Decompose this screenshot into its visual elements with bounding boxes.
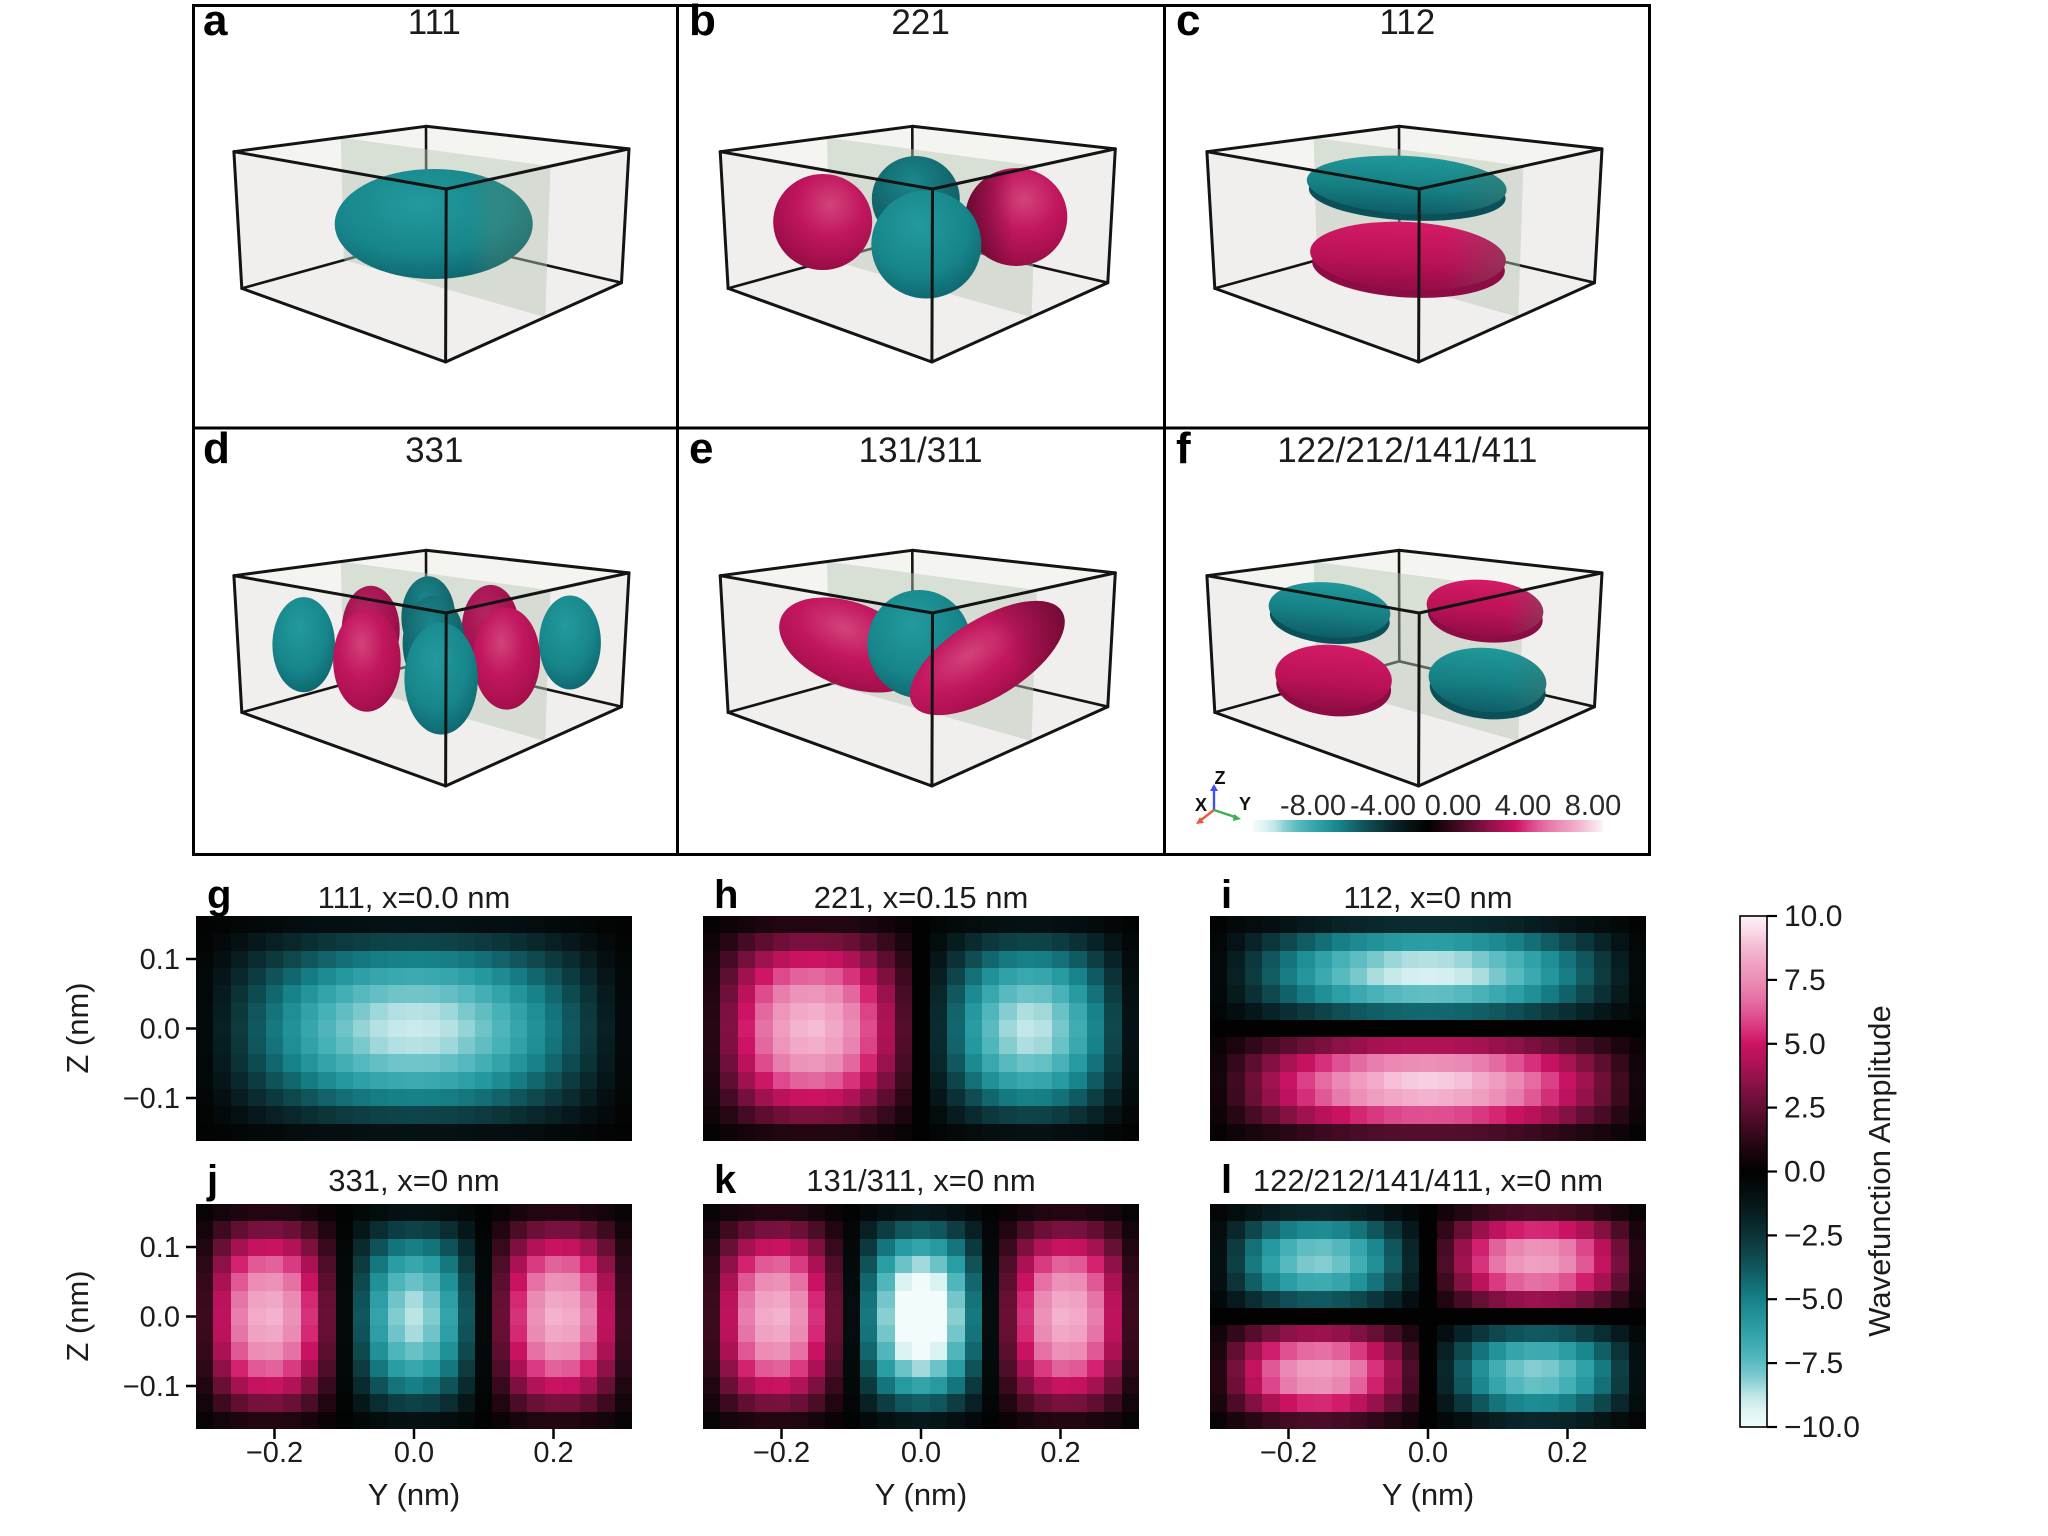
svg-text:Y (nm): Y (nm) — [1382, 1477, 1474, 1512]
svg-text:131/311, x=0 nm: 131/311, x=0 nm — [806, 1163, 1036, 1198]
svg-text:0.00: 0.00 — [1425, 790, 1481, 822]
svg-text:i: i — [1221, 873, 1232, 917]
svg-text:0.2: 0.2 — [1040, 1437, 1080, 1469]
svg-text:X: X — [1195, 795, 1207, 815]
svg-text:Y (nm): Y (nm) — [368, 1477, 460, 1512]
svg-text:-4.00: -4.00 — [1350, 790, 1416, 822]
svg-text:−5.0: −5.0 — [1784, 1283, 1843, 1316]
svg-text:0.0: 0.0 — [140, 1014, 180, 1046]
svg-text:−0.1: −0.1 — [123, 1371, 180, 1403]
svg-text:10.0: 10.0 — [1784, 900, 1842, 933]
svg-text:Y: Y — [1239, 794, 1251, 814]
svg-text:331, x=0 nm: 331, x=0 nm — [328, 1163, 499, 1198]
svg-text:0.0: 0.0 — [394, 1437, 434, 1469]
svg-text:7.5: 7.5 — [1784, 964, 1826, 997]
svg-text:l: l — [1221, 1158, 1232, 1202]
svg-text:−0.2: −0.2 — [1260, 1437, 1317, 1469]
svg-text:Z (nm): Z (nm) — [60, 1270, 95, 1361]
svg-text:−10.0: −10.0 — [1784, 1411, 1860, 1444]
svg-text:221: 221 — [891, 3, 949, 42]
svg-text:0.0: 0.0 — [1408, 1437, 1448, 1469]
svg-text:−7.5: −7.5 — [1784, 1347, 1843, 1380]
svg-text:221, x=0.15 nm: 221, x=0.15 nm — [814, 880, 1029, 915]
svg-text:−0.2: −0.2 — [246, 1437, 303, 1469]
svg-text:111, x=0.0 nm: 111, x=0.0 nm — [318, 880, 511, 915]
svg-text:0.2: 0.2 — [1547, 1437, 1587, 1469]
svg-text:j: j — [206, 1158, 218, 1202]
svg-text:0.0: 0.0 — [901, 1437, 941, 1469]
svg-text:0.1: 0.1 — [140, 1232, 180, 1264]
svg-text:b: b — [689, 0, 716, 45]
svg-text:c: c — [1176, 0, 1200, 45]
svg-text:331: 331 — [405, 431, 463, 470]
svg-text:0.2: 0.2 — [533, 1437, 573, 1469]
svg-text:2.5: 2.5 — [1784, 1092, 1826, 1125]
svg-text:k: k — [714, 1158, 737, 1202]
svg-text:111: 111 — [408, 3, 461, 42]
svg-text:-8.00: -8.00 — [1280, 790, 1346, 822]
svg-text:122/212/141/411: 122/212/141/411 — [1277, 431, 1537, 470]
svg-text:0.0: 0.0 — [1784, 1156, 1826, 1189]
svg-text:−0.1: −0.1 — [123, 1083, 180, 1115]
svg-text:Z: Z — [1215, 768, 1226, 788]
svg-text:f: f — [1176, 424, 1191, 473]
svg-text:Wavefunction Amplitude: Wavefunction Amplitude — [1862, 1005, 1897, 1336]
svg-text:0.1: 0.1 — [140, 944, 180, 976]
svg-text:122/212/141/411, x=0 nm: 122/212/141/411, x=0 nm — [1253, 1163, 1603, 1198]
svg-text:5.0: 5.0 — [1784, 1028, 1826, 1061]
svg-text:8.00: 8.00 — [1565, 790, 1621, 822]
svg-text:h: h — [714, 873, 738, 917]
svg-text:112, x=0 nm: 112, x=0 nm — [1343, 880, 1512, 915]
svg-text:131/311: 131/311 — [859, 431, 983, 470]
svg-text:g: g — [207, 873, 231, 917]
svg-text:Z (nm): Z (nm) — [60, 982, 95, 1073]
svg-text:4.00: 4.00 — [1495, 790, 1551, 822]
svg-text:a: a — [203, 0, 228, 45]
svg-text:e: e — [689, 424, 713, 473]
svg-text:Y (nm): Y (nm) — [875, 1477, 967, 1512]
svg-text:−2.5: −2.5 — [1784, 1219, 1843, 1252]
svg-text:d: d — [203, 424, 230, 473]
svg-text:0.0: 0.0 — [140, 1302, 180, 1334]
svg-text:112: 112 — [1379, 3, 1435, 42]
svg-text:−0.2: −0.2 — [753, 1437, 810, 1469]
